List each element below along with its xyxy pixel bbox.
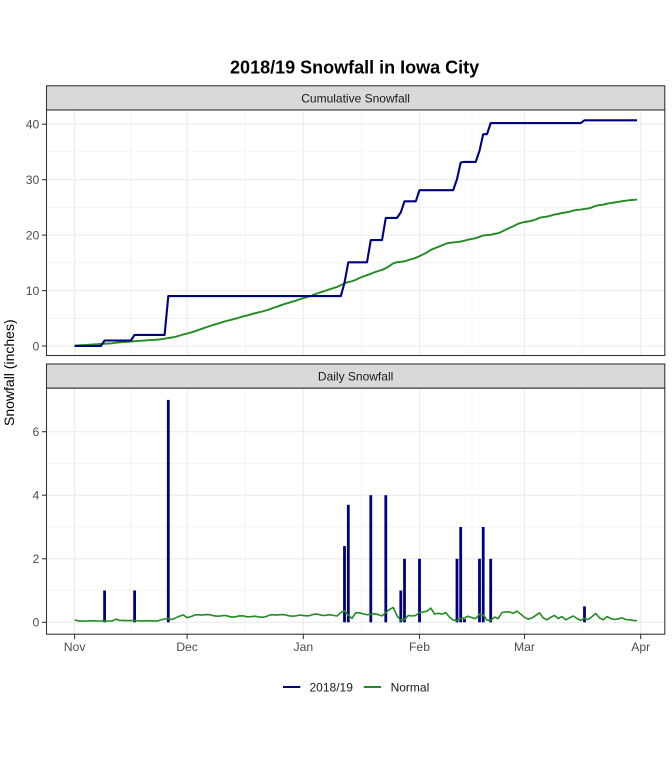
svg-text:Normal: Normal	[391, 680, 430, 694]
svg-text:Daily Snowfall: Daily Snowfall	[318, 370, 393, 384]
svg-text:10: 10	[26, 284, 40, 298]
svg-text:Nov: Nov	[64, 640, 87, 654]
svg-text:0: 0	[33, 339, 40, 353]
svg-text:30: 30	[26, 173, 40, 187]
svg-text:4: 4	[33, 489, 40, 503]
svg-text:Snowfall (inches): Snowfall (inches)	[1, 319, 17, 426]
svg-text:Apr: Apr	[631, 640, 650, 654]
svg-text:Feb: Feb	[409, 640, 430, 654]
svg-text:Dec: Dec	[176, 640, 198, 654]
svg-text:Mar: Mar	[514, 640, 535, 654]
svg-text:Jan: Jan	[293, 640, 313, 654]
svg-text:20: 20	[26, 229, 40, 243]
svg-text:6: 6	[33, 425, 40, 439]
svg-text:2018/19 Snowfall in Iowa City: 2018/19 Snowfall in Iowa City	[230, 58, 479, 78]
svg-text:2018/19: 2018/19	[310, 680, 354, 694]
svg-text:0: 0	[33, 616, 40, 630]
svg-text:2: 2	[33, 552, 40, 566]
svg-text:40: 40	[26, 118, 40, 132]
svg-text:Cumulative Snowfall: Cumulative Snowfall	[301, 91, 410, 105]
